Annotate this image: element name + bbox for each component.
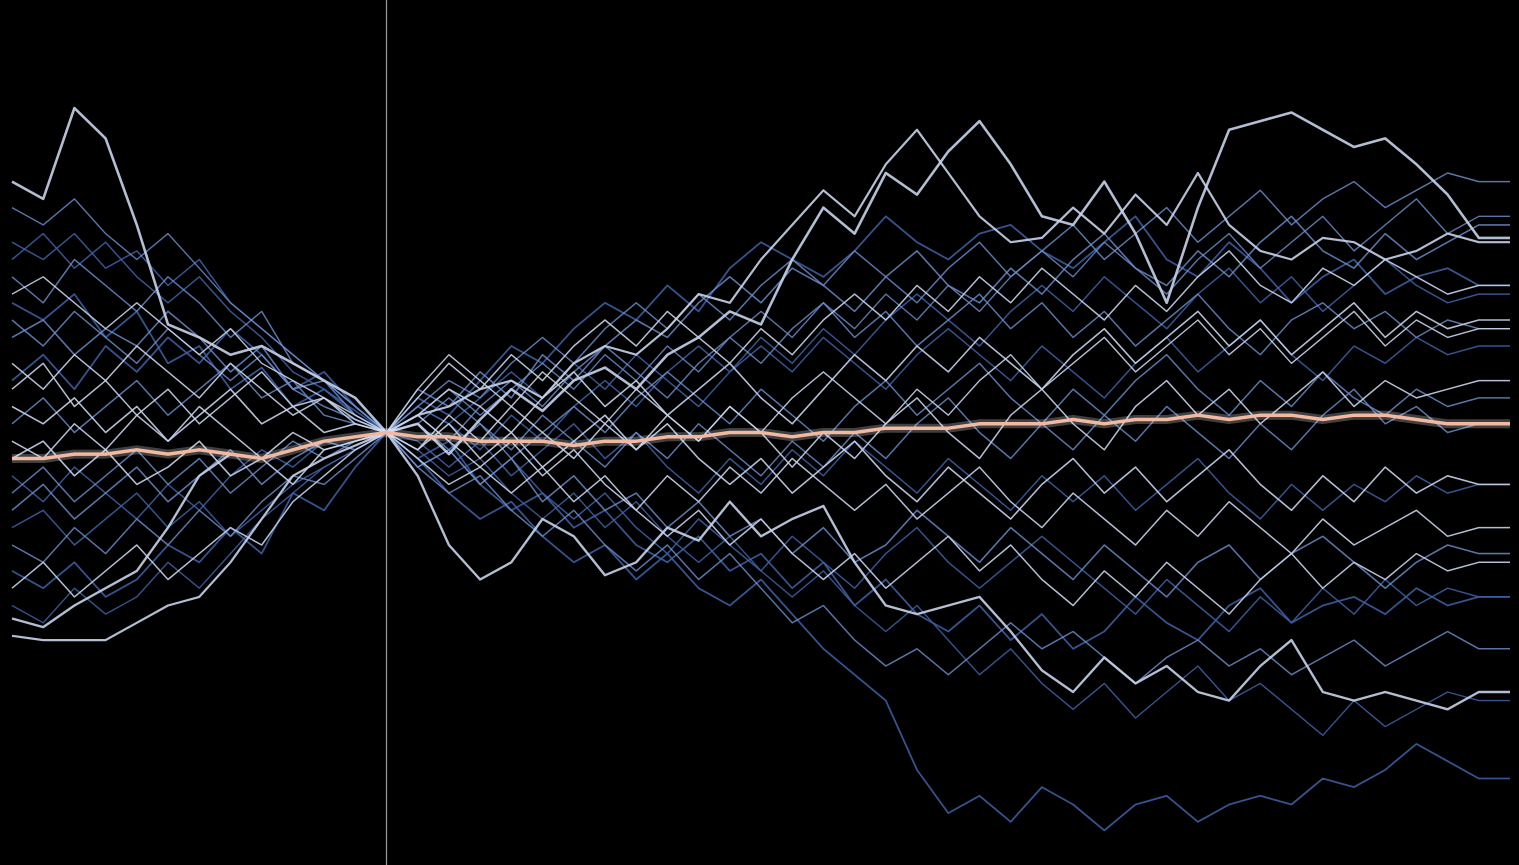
mean-path (12, 413, 1510, 461)
path-series-4 (11, 293, 1510, 832)
path-series-11 (11, 172, 1510, 434)
mean-path-group (12, 410, 1510, 463)
path-series-12 (11, 431, 1510, 685)
path-series-22 (11, 232, 1510, 451)
path-series-16 (11, 293, 1510, 442)
path-series-24 (11, 198, 1510, 434)
path-series-17 (11, 414, 1510, 598)
path-series-3 (11, 128, 1510, 642)
path-series-6 (11, 431, 1510, 650)
path-series-1 (11, 106, 1510, 456)
path-series-19 (11, 423, 1510, 546)
path-series-20 (11, 310, 1510, 460)
path-series-18 (11, 250, 1510, 434)
path-series-9 (11, 301, 1510, 443)
